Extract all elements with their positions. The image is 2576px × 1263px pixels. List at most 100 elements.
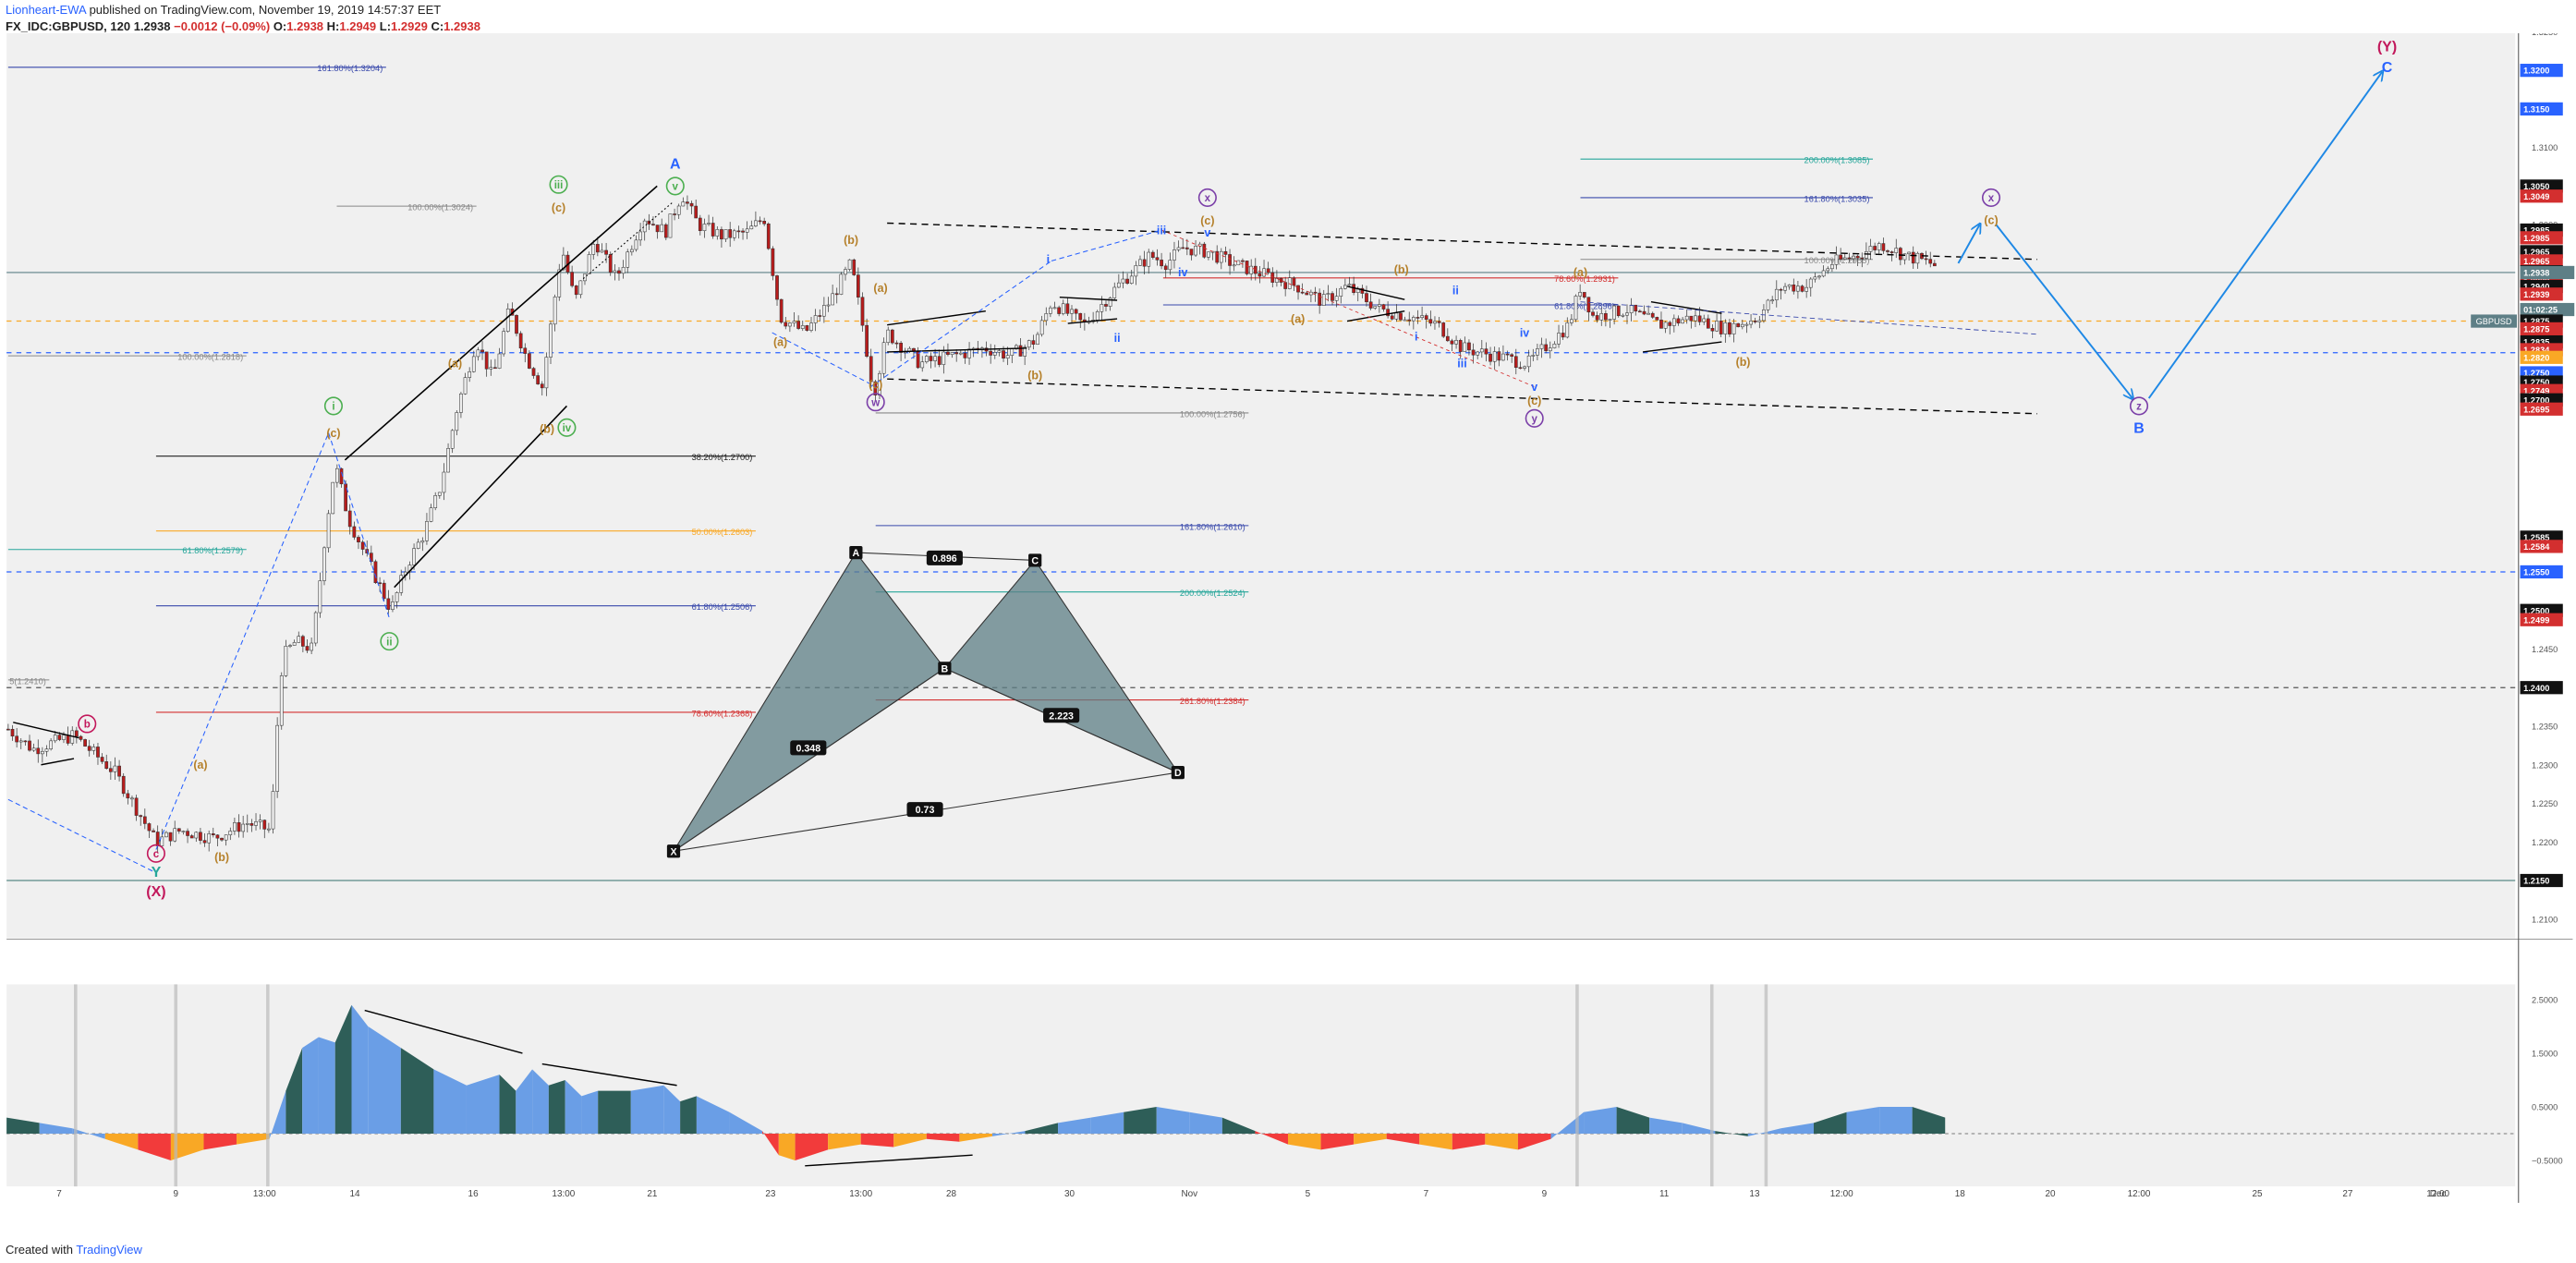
open-label: O: <box>273 19 287 33</box>
candle-body <box>310 642 313 651</box>
price-tick: 1.2300 <box>2532 760 2558 770</box>
candle-body <box>1886 250 1889 252</box>
candle-body <box>920 361 925 369</box>
candle-body <box>1002 350 1005 358</box>
candle-body <box>595 244 600 253</box>
candle-body <box>1808 278 1813 288</box>
candle-body <box>1659 320 1663 329</box>
time-axis[interactable]: 7 9 13:00 14 16 13:00 21 23 13:00 28 30 Nov 5 7 9 11 13 1… <box>56 1189 2449 1199</box>
chart-canvas[interactable]: 161.80%(1.3204) 100.00%(1.3024) 100.00%(1.… <box>0 33 2576 1239</box>
fib-label: 161.80%(1.2610) <box>1180 522 1245 531</box>
candle-body <box>1262 268 1266 277</box>
harmonic-edge <box>673 667 945 852</box>
candle-body <box>1582 292 1586 298</box>
candle-body <box>83 739 87 747</box>
candle-body <box>425 521 429 541</box>
price-tag: 1.2695 <box>2523 405 2549 414</box>
harmonic-point-box <box>1028 553 1042 567</box>
fib-label: 78.60%(1.2931) <box>1554 274 1615 284</box>
time-tick: 13:00 <box>552 1189 575 1199</box>
candle-body <box>1830 264 1834 270</box>
harmonic-point-box <box>849 545 863 560</box>
candle-body <box>1715 321 1719 332</box>
candle-body <box>766 223 771 249</box>
osc-segment <box>1189 1111 1222 1135</box>
candle-body <box>1488 353 1492 362</box>
osc-segment <box>1780 1123 1814 1135</box>
candle-body <box>313 612 318 644</box>
wave-circle <box>146 844 165 863</box>
candle-body <box>886 329 891 344</box>
candle-body <box>369 553 373 563</box>
candle-body <box>429 507 433 522</box>
price-axis[interactable]: 1.32501.31001.30001.26001.24501.23501.23… <box>2471 33 2575 1203</box>
time-tick: 9 <box>1542 1189 1548 1199</box>
osc-segment <box>1485 1134 1518 1150</box>
osc-segment <box>1288 1134 1321 1150</box>
candle-body <box>228 831 233 835</box>
candle-body <box>104 761 109 769</box>
candle-body <box>1689 315 1694 322</box>
wave-label: x <box>1988 193 1995 204</box>
tradingview-link[interactable]: TradingView <box>76 1243 142 1257</box>
candle-body <box>1932 262 1937 267</box>
candle-body <box>754 220 758 226</box>
candle-body <box>1112 286 1117 298</box>
candle-body <box>1305 292 1309 296</box>
candle-body <box>1424 315 1428 320</box>
candle-body <box>1646 312 1650 315</box>
candle-body <box>1450 340 1454 345</box>
candle-body <box>660 224 664 233</box>
candle-body <box>1800 285 1804 292</box>
candle-body <box>1125 278 1129 284</box>
price-tag: 1.3150 <box>2523 104 2549 114</box>
trendline <box>13 722 79 739</box>
candle-body <box>1774 288 1779 300</box>
osc-segment <box>1124 1106 1157 1135</box>
price-tag-bg <box>2520 287 2563 301</box>
candle-body <box>1403 319 1407 322</box>
candle-body <box>1049 307 1052 314</box>
candle-body <box>1860 257 1865 260</box>
candle-body <box>1044 313 1049 322</box>
candle-body <box>237 822 241 832</box>
candle-body <box>1753 321 1757 322</box>
osc-segment <box>1452 1134 1486 1150</box>
oscillator-pane: 2.5000 1.5000 0.5000 −0.5000 <box>6 984 2563 1187</box>
candle-body <box>865 324 869 357</box>
candle-body <box>113 765 117 772</box>
osc-segment <box>1221 1117 1256 1135</box>
candle-body <box>553 297 557 325</box>
trendline <box>887 310 986 326</box>
candle-body <box>1005 355 1010 358</box>
candle-body <box>199 832 202 841</box>
fib-label: 5(1.2410) <box>9 676 46 686</box>
candle-body <box>1710 328 1715 332</box>
candle-body <box>262 820 267 830</box>
projection-arrow <box>2147 72 2382 399</box>
candle-body <box>437 492 442 496</box>
candle-body <box>96 747 100 758</box>
fib-label: 100.00%(1.3024) <box>407 203 473 213</box>
harmonic-ratio: 2.223 <box>1049 710 1074 722</box>
candle-body <box>856 274 860 298</box>
osc-segment <box>532 1069 549 1135</box>
candle-body <box>1331 293 1334 301</box>
author-link[interactable]: Lionheart-EWA <box>6 3 86 17</box>
candle-body <box>1279 277 1283 283</box>
wave-label: z <box>2136 402 2142 413</box>
candle-body <box>869 356 873 383</box>
candle-body <box>736 230 741 233</box>
candle-body <box>621 267 626 274</box>
candle-body <box>1548 347 1552 352</box>
close-label: C: <box>431 19 444 33</box>
candle-body <box>681 201 686 207</box>
candle-body <box>1381 304 1386 310</box>
harmonic-point-label: A <box>853 548 860 559</box>
candle-body <box>1911 251 1915 264</box>
osc-segment <box>1025 1123 1059 1135</box>
candle-body <box>1902 253 1907 261</box>
candle-body <box>890 329 894 344</box>
wave-circle <box>1525 408 1544 428</box>
wave-label: x <box>1205 193 1211 204</box>
